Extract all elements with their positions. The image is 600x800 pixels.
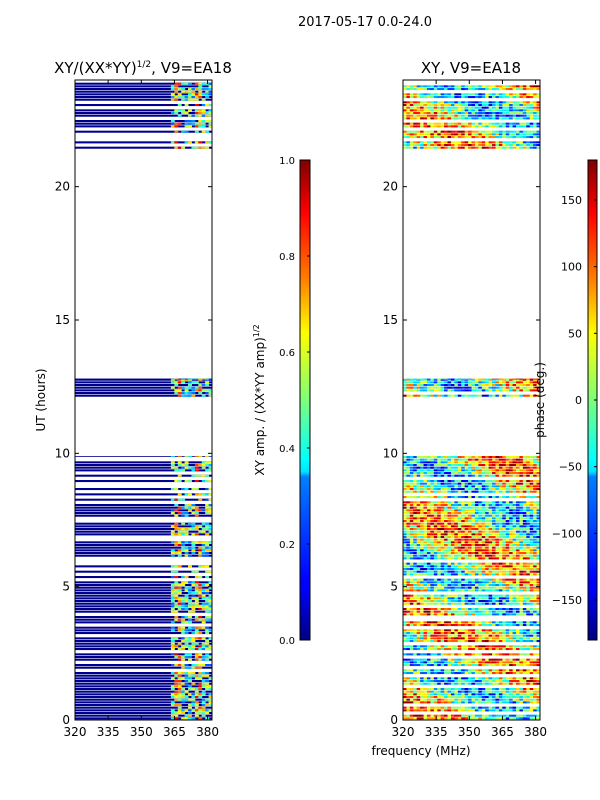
colorbar-tick-label: 0.0 xyxy=(279,636,295,647)
colorbar-tick-label: 150 xyxy=(561,194,582,207)
heatmap-image xyxy=(75,82,212,720)
y-tick-label: 5 xyxy=(62,580,70,594)
x-tick-label: 350 xyxy=(458,725,481,739)
y-tick-label: 10 xyxy=(55,446,70,460)
plot-frame xyxy=(74,79,213,721)
colorbar-tick-label: 100 xyxy=(561,261,582,274)
panel-title-sup: 1/2 xyxy=(137,60,151,70)
x-tick-label: 365 xyxy=(491,725,514,739)
panel-normalized-amplitude: XY/(XX*YY)1/2, V9=EA18 320 335 350 365 380 0… xyxy=(34,59,232,739)
panel-title-main: XY, V9=EA18 xyxy=(421,59,521,77)
colorbar-label: XY amp. / (XX*YY amp)1/2 xyxy=(252,324,267,475)
colorbar-label-sup: 1/2 xyxy=(252,324,261,337)
y-tick-label: 20 xyxy=(383,180,398,194)
y-tick-label: 0 xyxy=(390,713,398,727)
shared-x-axis-label: frequency (MHz) xyxy=(371,744,470,758)
colorbar-tick-label: −100 xyxy=(552,527,582,540)
colorbar-tick-label: −150 xyxy=(552,594,582,607)
colorbar-gradient xyxy=(299,159,311,641)
colorbar-label: phase (deg.) xyxy=(533,362,547,438)
y-axis: 0 5 10 15 20 xyxy=(55,180,212,727)
x-tick-label: 365 xyxy=(163,725,186,739)
colorbar-tick-label: 0 xyxy=(575,394,582,407)
colorbar-tick-label: −50 xyxy=(559,461,582,474)
y-axis-label: UT (hours) xyxy=(34,368,48,431)
x-tick-label: 335 xyxy=(425,725,448,739)
colorbar-amplitude: 0.0 0.2 0.4 0.6 0.8 1.0 XY amp. / (XX*YY amp)… xyxy=(252,156,311,647)
colorbar-tick-label: 0.2 xyxy=(279,540,295,551)
x-tick-label: 350 xyxy=(130,725,153,739)
colorbar-ticks: 0.0 0.2 0.4 0.6 0.8 1.0 xyxy=(279,156,310,647)
y-tick-label: 15 xyxy=(55,313,70,327)
plot-frame xyxy=(402,79,541,721)
colorbar-phase: −150 −100 −50 0 50 100 150 phase (deg.) xyxy=(533,159,598,641)
x-axis: 320 335 350 365 380 xyxy=(64,80,219,739)
y-tick-label: 5 xyxy=(390,580,398,594)
panel-phase: XY, V9=EA18 320 335 350 365 380 0 5 10 15 20 xyxy=(383,59,547,739)
colorbar-tick-label: 0.4 xyxy=(279,444,295,455)
x-tick-label: 320 xyxy=(392,725,415,739)
y-tick-label: 0 xyxy=(62,713,70,727)
colorbar-ticks: −150 −100 −50 0 50 100 150 xyxy=(552,194,597,607)
colorbar-tick-label: 0.6 xyxy=(279,348,295,359)
colorbar-tick-label: 50 xyxy=(568,327,582,340)
x-tick-label: 320 xyxy=(64,725,87,739)
y-tick-label: 10 xyxy=(383,446,398,460)
x-tick-label: 335 xyxy=(97,725,120,739)
panel-title: XY/(XX*YY)1/2, V9=EA18 xyxy=(54,59,232,77)
panel-title-tail: , V9=EA18 xyxy=(151,59,232,77)
y-tick-label: 20 xyxy=(55,180,70,194)
heatmap-image xyxy=(403,85,540,720)
panel-title: XY, V9=EA18 xyxy=(421,59,521,77)
x-axis: 320 335 350 365 380 xyxy=(392,80,547,739)
colorbar-tick-label: 0.8 xyxy=(279,252,295,263)
x-tick-label: 380 xyxy=(196,725,219,739)
figure-suptitle: 2017-05-17 0.0-24.0 xyxy=(298,15,432,30)
y-axis: 0 5 10 15 20 xyxy=(383,180,540,727)
y-tick-label: 15 xyxy=(383,313,398,327)
x-tick-label: 380 xyxy=(524,725,547,739)
panel-title-main: XY/(XX*YY) xyxy=(54,59,137,77)
colorbar-tick-label: 1.0 xyxy=(279,156,295,167)
colorbar-label-main: XY amp. / (XX*YY amp) xyxy=(253,337,267,475)
